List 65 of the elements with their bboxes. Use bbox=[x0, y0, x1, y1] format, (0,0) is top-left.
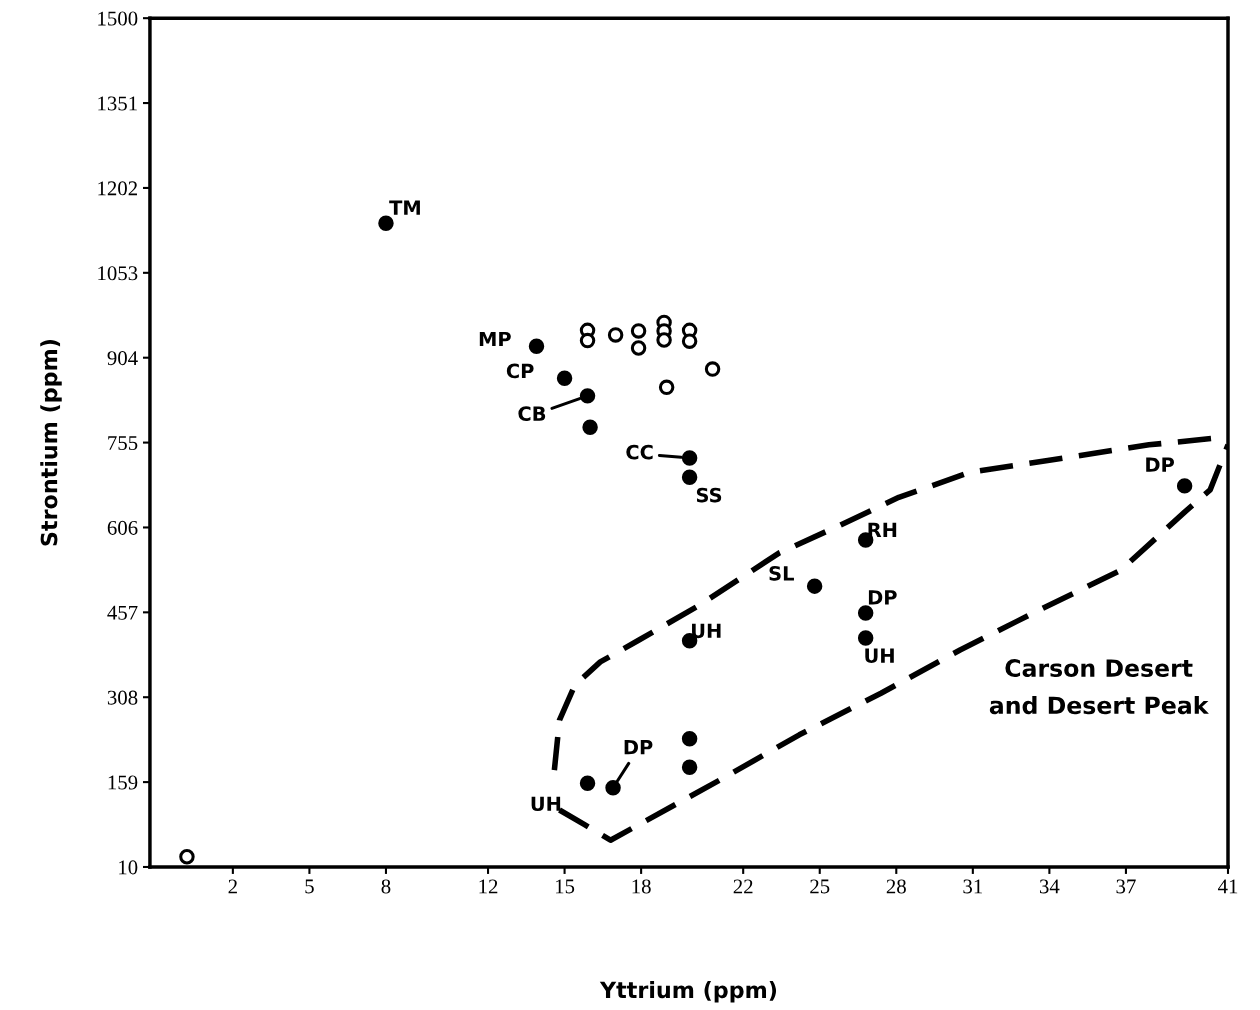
point bbox=[857, 630, 874, 646]
y-tick-label: 159 bbox=[108, 775, 138, 790]
annotation: SS bbox=[696, 487, 722, 503]
point bbox=[656, 332, 672, 348]
point bbox=[556, 370, 573, 386]
annotation: CB bbox=[518, 406, 546, 421]
point bbox=[857, 605, 874, 621]
annotation: UH bbox=[865, 648, 894, 664]
point bbox=[658, 379, 675, 396]
y-tick-label: 308 bbox=[107, 690, 138, 705]
x-tick-label: 34 bbox=[1039, 879, 1060, 894]
x-tick-label: 18 bbox=[632, 879, 651, 894]
y-tick-label: 1053 bbox=[98, 266, 138, 281]
point bbox=[681, 759, 698, 776]
annotation: DP bbox=[1146, 457, 1175, 472]
annotation: RH bbox=[868, 522, 897, 538]
point bbox=[806, 578, 823, 594]
point bbox=[579, 775, 596, 791]
x-tick-label: 28 bbox=[886, 879, 906, 894]
point bbox=[378, 215, 394, 231]
x-tick-label: 25 bbox=[810, 879, 830, 894]
point bbox=[605, 780, 621, 796]
annotation: UH bbox=[531, 796, 561, 812]
point bbox=[528, 338, 545, 355]
point bbox=[582, 419, 598, 435]
x-tick-label: 37 bbox=[1116, 879, 1136, 894]
y-tick-label: 457 bbox=[107, 605, 138, 620]
x-tick-label: 2 bbox=[228, 879, 237, 894]
y-tick-label: 1351 bbox=[98, 96, 137, 111]
y-axis-title: Strontium (ppm) bbox=[40, 340, 62, 546]
annotation: CC bbox=[626, 444, 653, 460]
x-tick-label: 15 bbox=[555, 879, 575, 894]
point bbox=[579, 388, 596, 404]
point bbox=[681, 333, 698, 349]
x-tick-label: 31 bbox=[963, 879, 982, 894]
annotation: SL bbox=[769, 565, 794, 581]
x-tick-label: 5 bbox=[305, 879, 314, 894]
x-tick-label: 41 bbox=[1217, 879, 1238, 894]
y-tick-label: 904 bbox=[107, 351, 138, 366]
y-tick-label: 10 bbox=[119, 860, 138, 875]
x-tick-label: 12 bbox=[479, 879, 498, 894]
y-tick-label: 606 bbox=[107, 520, 138, 535]
point bbox=[179, 848, 195, 865]
annotation: CP bbox=[506, 363, 534, 379]
annotation: DP bbox=[868, 590, 897, 605]
annotation: DP bbox=[624, 740, 653, 755]
point bbox=[630, 323, 647, 339]
annotation: MP bbox=[479, 331, 511, 347]
annotation: Carson Desert and Desert Peak bbox=[989, 659, 1209, 715]
annotation: TM bbox=[389, 200, 420, 215]
point bbox=[579, 332, 596, 349]
x-tick-label: 8 bbox=[381, 879, 391, 894]
point bbox=[1176, 478, 1193, 494]
point bbox=[681, 731, 698, 747]
point bbox=[630, 340, 647, 356]
y-tick-label: 1500 bbox=[98, 11, 138, 26]
annotation: UH bbox=[692, 623, 721, 639]
point bbox=[704, 361, 721, 377]
x-axis-title: Yttrium (ppm) bbox=[599, 981, 777, 1003]
x-tick-label: 22 bbox=[733, 879, 753, 894]
point bbox=[681, 450, 698, 466]
y-tick-label: 1202 bbox=[98, 181, 137, 196]
y-tick-label: 755 bbox=[108, 436, 138, 451]
point bbox=[681, 469, 698, 486]
point bbox=[607, 327, 624, 343]
